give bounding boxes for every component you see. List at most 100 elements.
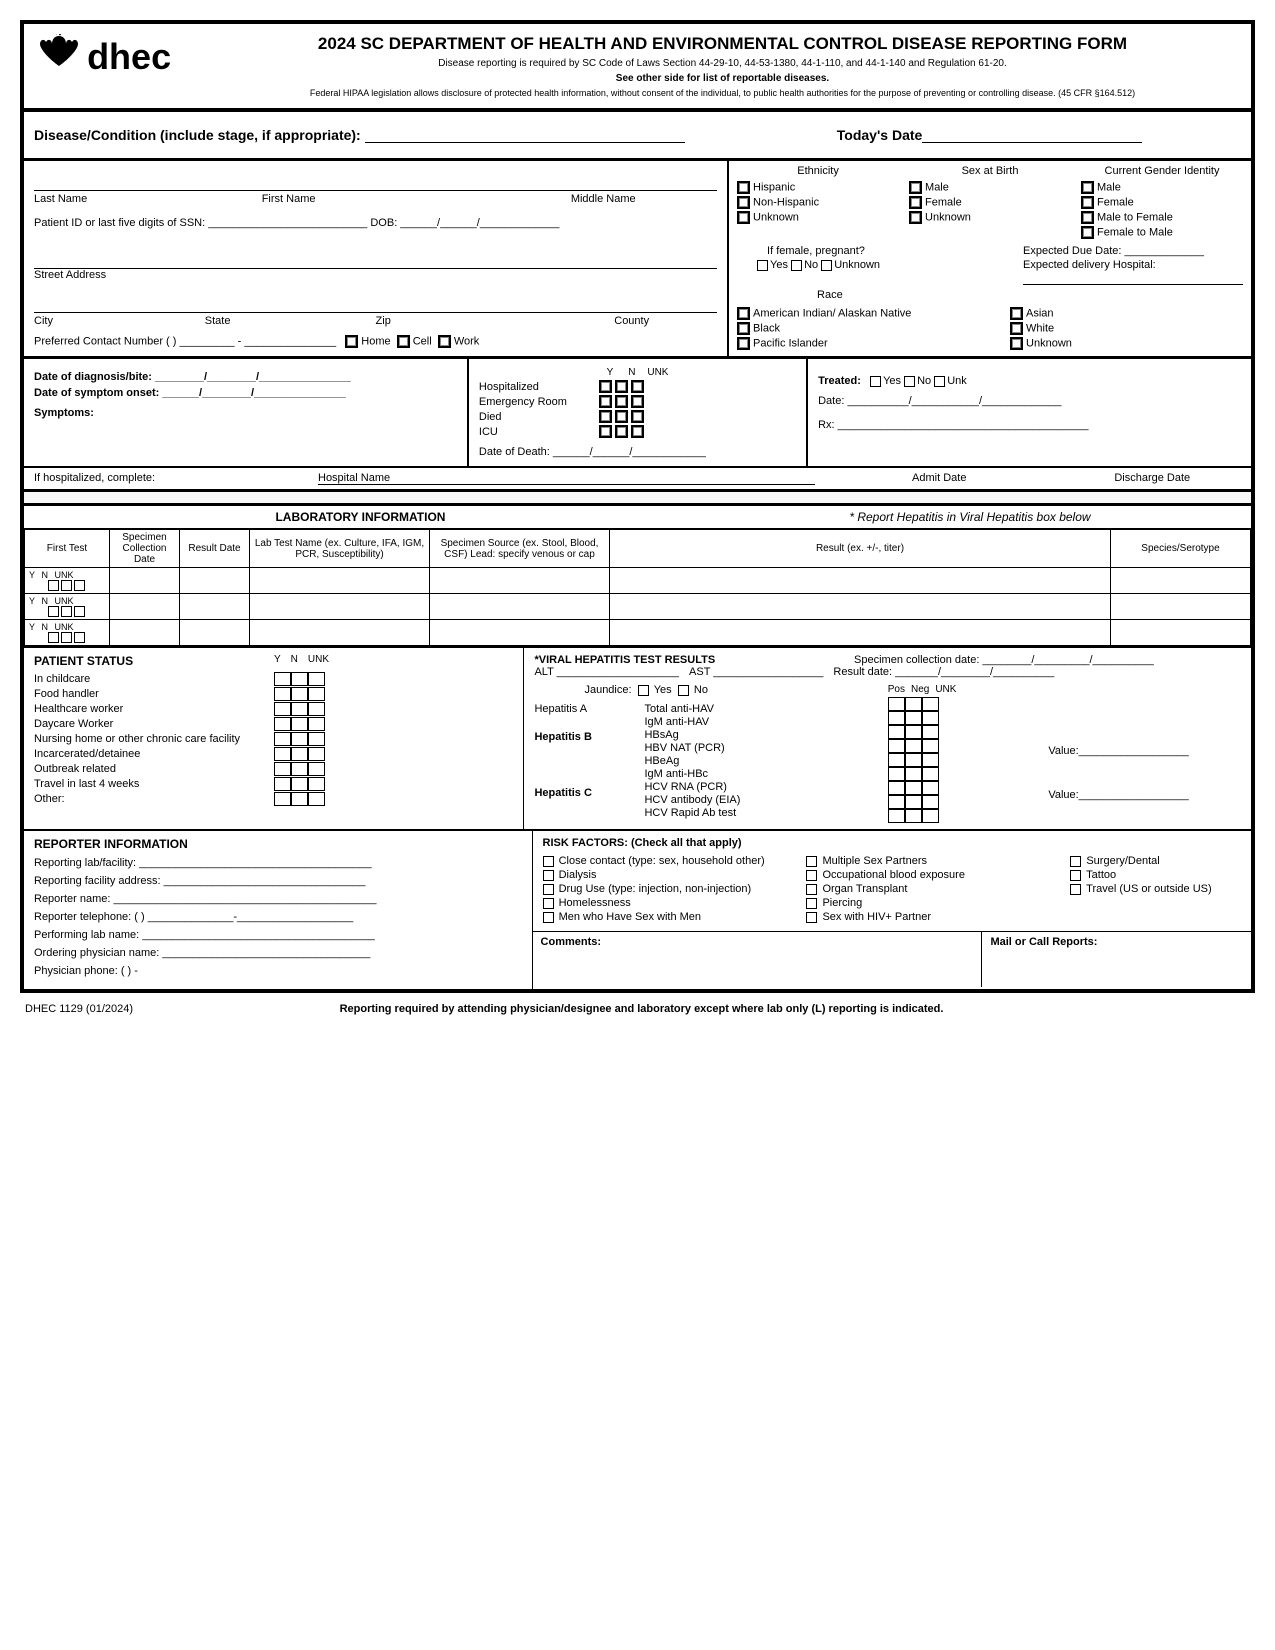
cb-race-0[interactable] [737, 307, 750, 320]
r1-u[interactable] [74, 580, 85, 591]
cb-risk-c2-1[interactable] [806, 870, 817, 881]
onset-date[interactable]: Date of symptom onset: ______/________/_… [34, 387, 457, 399]
cb-risk-c1-2[interactable] [543, 884, 554, 895]
cb-risk-c1-0[interactable] [543, 856, 554, 867]
sb-0-n[interactable] [291, 672, 308, 686]
cb-race-1[interactable] [737, 322, 750, 335]
rep-phys-phone[interactable]: Physician phone: ( ) - [34, 965, 522, 977]
contact-label[interactable]: Preferred Contact Number ( ) _________ -… [34, 335, 336, 347]
cb-risk-c2-0[interactable] [806, 856, 817, 867]
cb-d-u[interactable] [631, 410, 644, 423]
hg-7-n[interactable] [905, 795, 922, 809]
cb-d-n[interactable] [615, 410, 628, 423]
hg-4-n[interactable] [905, 753, 922, 767]
sb-1-y[interactable] [274, 687, 291, 701]
hosp-name[interactable]: Hospital Name [318, 472, 815, 485]
hospital-line[interactable] [1023, 273, 1243, 285]
cb-risk-c3-1[interactable] [1070, 870, 1081, 881]
hg-2-u[interactable] [922, 725, 939, 739]
cb-h-n[interactable] [615, 380, 628, 393]
cb-g-f[interactable] [1081, 196, 1094, 209]
hg-7-p[interactable] [888, 795, 905, 809]
name-line[interactable] [34, 169, 717, 191]
hg-4-p[interactable] [888, 753, 905, 767]
sb-2-u[interactable] [308, 702, 325, 716]
res-date[interactable]: Result date: _______/________/__________ [833, 666, 1054, 678]
cb-sex-f[interactable] [909, 196, 922, 209]
rep-lab[interactable]: Performing lab name: ___________________… [34, 929, 522, 941]
cb-e-u[interactable] [631, 395, 644, 408]
hg-8-u[interactable] [922, 809, 939, 823]
rep-address[interactable]: Reporting facility address: ____________… [34, 875, 522, 887]
cb-e-y[interactable] [599, 395, 612, 408]
sb-4-u[interactable] [308, 732, 325, 746]
sb-7-y[interactable] [274, 777, 291, 791]
sb-4-y[interactable] [274, 732, 291, 746]
sb-5-u[interactable] [308, 747, 325, 761]
r3-n[interactable] [61, 632, 72, 643]
home-checkbox[interactable] [345, 335, 358, 348]
sb-7-n[interactable] [291, 777, 308, 791]
sb-8-u[interactable] [308, 792, 325, 806]
dod[interactable]: Date of Death: ______/______/___________… [479, 446, 796, 458]
hg-5-u[interactable] [922, 767, 939, 781]
alt[interactable]: ALT ____________________ [534, 666, 679, 678]
lab-row-2[interactable]: Y N UNK [25, 594, 1251, 620]
hg-0-u[interactable] [922, 697, 939, 711]
diag-date[interactable]: Date of diagnosis/bite: ________/_______… [34, 371, 457, 383]
treat-date[interactable]: Date: __________/___________/___________… [818, 395, 1241, 407]
sb-2-n[interactable] [291, 702, 308, 716]
cell-checkbox[interactable] [397, 335, 410, 348]
work-checkbox[interactable] [438, 335, 451, 348]
lab-row-3[interactable]: Y N UNK [25, 620, 1251, 646]
sb-1-n[interactable] [291, 687, 308, 701]
hg-0-p[interactable] [888, 697, 905, 711]
cb-t-y[interactable] [870, 376, 881, 387]
hg-7-u[interactable] [922, 795, 939, 809]
cb-eth-unk[interactable] [737, 211, 750, 224]
cb-preg-n[interactable] [791, 260, 802, 271]
cb-risk-c3-0[interactable] [1070, 856, 1081, 867]
value-1[interactable]: Value:__________________ [1048, 745, 1241, 757]
sb-0-y[interactable] [274, 672, 291, 686]
cb-risk-c2-2[interactable] [806, 884, 817, 895]
sb-3-y[interactable] [274, 717, 291, 731]
r3-y[interactable] [48, 632, 59, 643]
sb-0-u[interactable] [308, 672, 325, 686]
pid-row[interactable]: Patient ID or last five digits of SSN: _… [34, 217, 717, 229]
cb-t-u[interactable] [934, 376, 945, 387]
hg-5-n[interactable] [905, 767, 922, 781]
sb-1-u[interactable] [308, 687, 325, 701]
cb-race-5[interactable] [1010, 337, 1023, 350]
sb-3-n[interactable] [291, 717, 308, 731]
rep-physician[interactable]: Ordering physician name: _______________… [34, 947, 522, 959]
r1-y[interactable] [48, 580, 59, 591]
cb-i-y[interactable] [599, 425, 612, 438]
cb-race-3[interactable] [1010, 307, 1023, 320]
hg-3-p[interactable] [888, 739, 905, 753]
cb-race-2[interactable] [737, 337, 750, 350]
hg-2-n[interactable] [905, 725, 922, 739]
sb-3-u[interactable] [308, 717, 325, 731]
hg-2-p[interactable] [888, 725, 905, 739]
rep-facility[interactable]: Reporting lab/facility: ________________… [34, 857, 522, 869]
cb-hispanic[interactable] [737, 181, 750, 194]
cb-t-n[interactable] [904, 376, 915, 387]
r3-u[interactable] [74, 632, 85, 643]
street-line[interactable] [34, 247, 717, 269]
cb-h-y[interactable] [599, 380, 612, 393]
cb-g-mtf[interactable] [1081, 211, 1094, 224]
lab-row-1[interactable]: Y N UNK [25, 568, 1251, 594]
r2-n[interactable] [61, 606, 72, 617]
cb-risk-c2-4[interactable] [806, 912, 817, 923]
cb-risk-c3-2[interactable] [1070, 884, 1081, 895]
rx[interactable]: Rx: ____________________________________… [818, 419, 1241, 431]
r1-n[interactable] [61, 580, 72, 591]
sb-6-y[interactable] [274, 762, 291, 776]
disease-input[interactable] [365, 129, 685, 143]
cb-sex-u[interactable] [909, 211, 922, 224]
cb-sex-m[interactable] [909, 181, 922, 194]
hg-1-n[interactable] [905, 711, 922, 725]
sb-6-u[interactable] [308, 762, 325, 776]
hg-6-u[interactable] [922, 781, 939, 795]
